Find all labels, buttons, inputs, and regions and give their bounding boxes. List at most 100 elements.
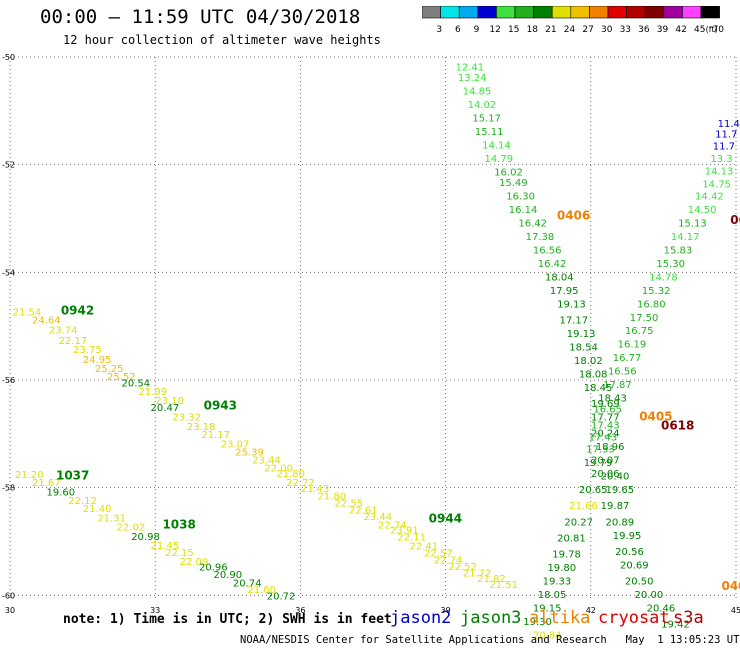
wave-height-value: 23.44 bbox=[364, 512, 393, 523]
wave-height-value: 14.85 bbox=[463, 87, 492, 98]
wave-height-value: 20.27 bbox=[564, 517, 593, 528]
wave-height-value: 15.30 bbox=[656, 259, 685, 270]
pass-time-label: 0944 bbox=[429, 512, 462, 526]
wave-height-value: 18.02 bbox=[574, 356, 603, 367]
wave-height-value: 21.67 bbox=[32, 478, 61, 489]
wave-height-value: 17.50 bbox=[630, 313, 659, 324]
wave-height-value: 22.72 bbox=[286, 478, 315, 489]
colorbar-label: 42 bbox=[675, 25, 686, 35]
wave-height-value: 15.13 bbox=[678, 219, 707, 230]
wave-height-value: 14.13 bbox=[705, 166, 734, 177]
wave-height-value: 19.60 bbox=[46, 488, 75, 499]
wave-height-value: 16.42 bbox=[538, 259, 567, 270]
wave-height-value: 23.32 bbox=[172, 412, 201, 423]
chart-subtitle: 12 hour collection of altimeter wave hei… bbox=[63, 33, 381, 47]
wave-height-value: 15.17 bbox=[472, 114, 501, 125]
wave-height-value: 19.78 bbox=[552, 550, 581, 561]
wave-height-value: 22.09 bbox=[180, 557, 209, 568]
wave-height-value: 20.98 bbox=[131, 532, 160, 543]
wave-height-value: 16.02 bbox=[494, 167, 523, 178]
wave-height-value: 24.95 bbox=[83, 355, 112, 366]
wave-height-value: 19.65 bbox=[606, 485, 635, 496]
wave-height-value: 16.75 bbox=[625, 326, 654, 337]
wave-height-value: 18.05 bbox=[538, 590, 567, 601]
colorbar: 3 6 9 12 15 18 21 24 27 30 33 36 39 42 45 70(ft) bbox=[422, 6, 724, 35]
wave-height-value: 25.52 bbox=[107, 372, 136, 383]
wave-height-value: 23.75 bbox=[73, 345, 102, 356]
wave-height-value: 19.95 bbox=[613, 531, 642, 542]
pass-time-label: 1037 bbox=[56, 469, 89, 483]
wave-height-value: 22.12 bbox=[68, 496, 97, 507]
wave-height-value: 21.72 bbox=[463, 568, 492, 579]
lon-tick-label: 33 bbox=[150, 606, 160, 615]
lon-tick-label: 30 bbox=[5, 606, 15, 615]
colorbar-label: 15 bbox=[508, 25, 519, 35]
wave-height-value: 20.47 bbox=[151, 403, 180, 414]
wave-height-value: 16.14 bbox=[509, 205, 538, 216]
wave-height-value: 21.43 bbox=[301, 484, 330, 495]
wave-height-value: 19.30 bbox=[523, 617, 552, 628]
lon-tick-label: 39 bbox=[441, 606, 451, 615]
wave-height-value: 25.25 bbox=[95, 364, 124, 375]
wave-height-value: 18.04 bbox=[545, 272, 574, 283]
wave-height-value: 21.80 bbox=[318, 491, 347, 502]
lat-tick-label: -56 bbox=[2, 376, 15, 385]
lat-tick-label: -60 bbox=[2, 591, 15, 600]
wave-height-value: 20.72 bbox=[267, 592, 296, 603]
lat-tick-label: -58 bbox=[2, 484, 15, 493]
colorbar-label: 39 bbox=[657, 25, 669, 35]
wave-height-value: 20.65 bbox=[579, 485, 608, 496]
wave-height-value: 21.17 bbox=[201, 430, 230, 441]
wave-height-value: 21.82 bbox=[477, 574, 506, 585]
wave-height-value: 18.96 bbox=[596, 442, 625, 453]
wave-height-value: 22.02 bbox=[117, 523, 146, 534]
wave-height-value: 22.61 bbox=[349, 505, 378, 516]
wave-height-value: 14.02 bbox=[468, 100, 497, 111]
wave-height-value: 20.54 bbox=[122, 378, 151, 389]
wave-height-value: 16.56 bbox=[533, 245, 562, 256]
wave-height-value: 22.55 bbox=[334, 498, 363, 509]
wave-height-value: 19.79 bbox=[584, 458, 613, 469]
wave-height-value: 21.51 bbox=[489, 580, 518, 591]
colorbar-label: 45 bbox=[694, 25, 705, 35]
pass-time-label: 0942 bbox=[61, 303, 94, 317]
wave-height-value: 11.7 bbox=[715, 130, 737, 141]
colorbar-label: 12 bbox=[489, 25, 500, 35]
wave-height-value: 17.43 bbox=[591, 420, 620, 431]
wave-height-value: 23.91 bbox=[390, 525, 419, 536]
wave-height-value: 24.64 bbox=[32, 315, 61, 326]
legend-s3a: s3a bbox=[673, 608, 704, 628]
lon-tick-label: 36 bbox=[295, 606, 305, 615]
legend-jason3: jason3 bbox=[460, 608, 522, 628]
wave-height-value: 11.7 bbox=[713, 142, 735, 153]
wave-height-value: 17.33 bbox=[586, 445, 615, 456]
colorbar-label: 9 bbox=[474, 25, 480, 35]
wave-height-value: 23.74 bbox=[49, 326, 78, 337]
colorbar-label: 30 bbox=[601, 25, 613, 35]
wave-height-value: 22.74 bbox=[378, 521, 407, 532]
lon-tick-label: 45 bbox=[731, 606, 740, 615]
colorbar-label: 33 bbox=[620, 25, 631, 35]
wave-height-value: 19.87 bbox=[601, 501, 630, 512]
wave-height-value: 21.80 bbox=[276, 469, 305, 480]
wave-height-value: 20.50 bbox=[625, 577, 654, 588]
wave-height-value: 21.54 bbox=[13, 307, 42, 318]
wave-height-value: 15.32 bbox=[642, 286, 671, 297]
wave-height-value: 16.56 bbox=[608, 367, 637, 378]
wave-height-value: 20.24 bbox=[591, 429, 620, 440]
colorbar-label: 27 bbox=[582, 25, 593, 35]
wave-height-value: 17.38 bbox=[526, 232, 555, 243]
wave-height-value: 21.40 bbox=[83, 504, 112, 515]
colorbar-unit: (ft) bbox=[706, 25, 718, 34]
colorbar-label: 6 bbox=[455, 25, 461, 35]
wave-height-value: 19.80 bbox=[547, 563, 576, 574]
legend-jason2: jason2 bbox=[390, 608, 452, 628]
wave-height-value: 16.30 bbox=[506, 192, 535, 203]
wave-height-value: 20.00 bbox=[635, 590, 664, 601]
wave-height-value: 22.00 bbox=[264, 463, 293, 474]
wave-height-value: 14.79 bbox=[485, 154, 514, 165]
wave-height-value: 22.41 bbox=[409, 542, 438, 553]
wave-height-value: 25.39 bbox=[235, 447, 264, 458]
wave-height-value: 23.44 bbox=[252, 455, 281, 466]
